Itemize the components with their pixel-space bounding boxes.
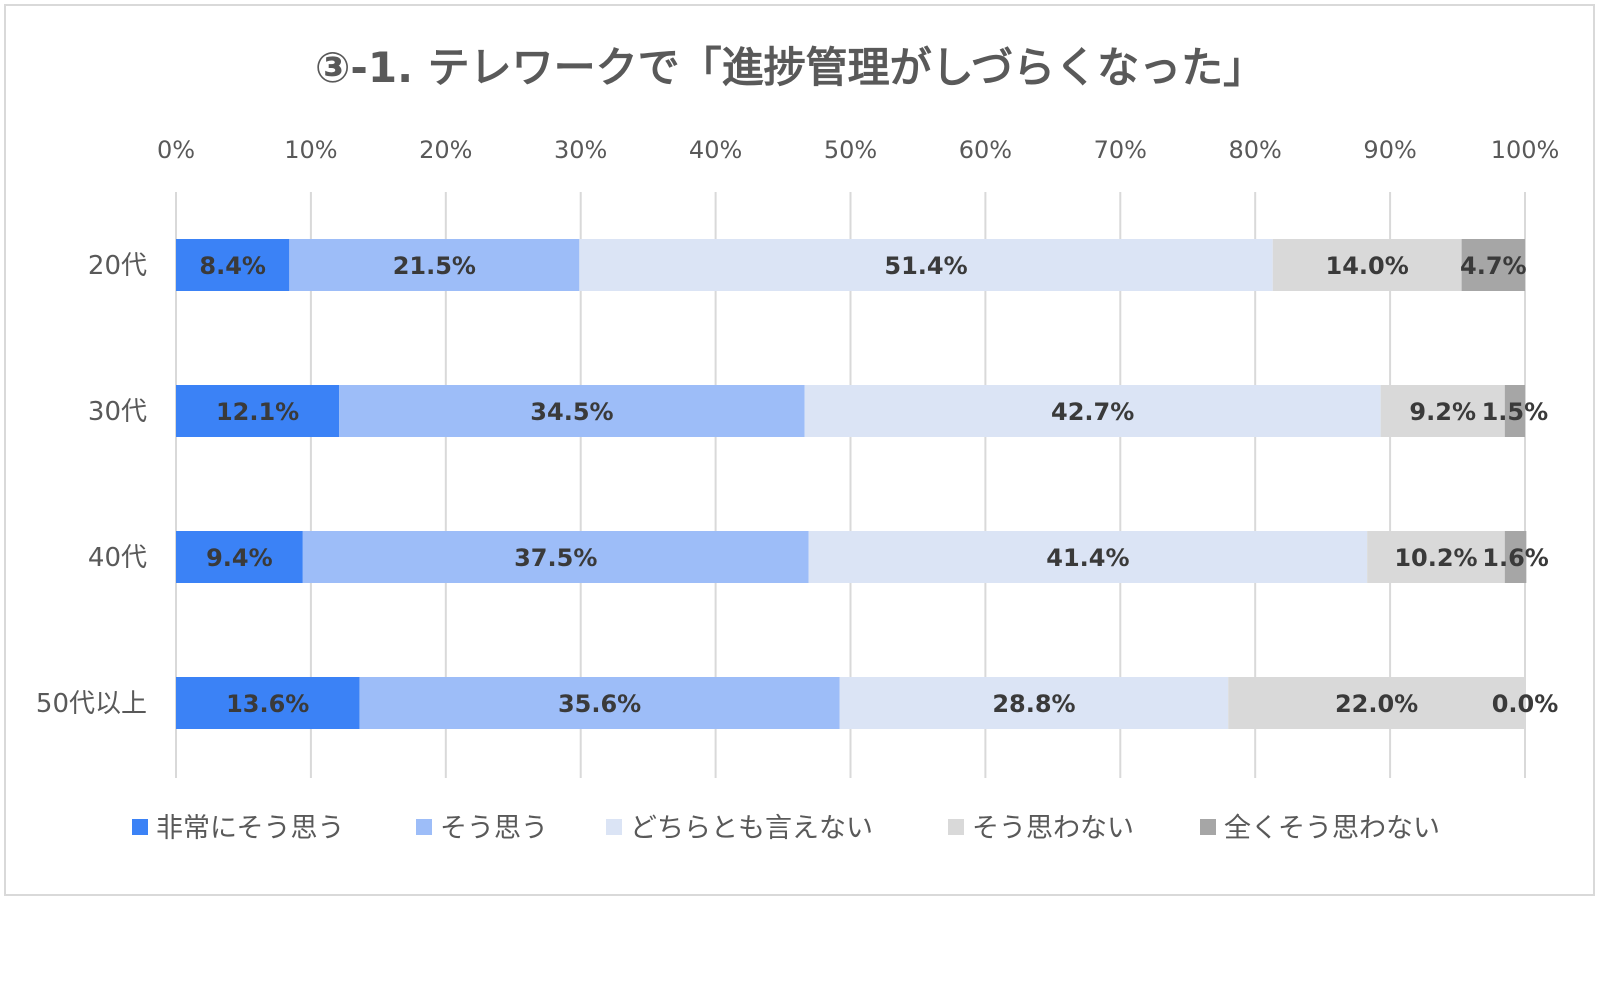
legend-label: そう思わない (972, 813, 1134, 844)
data-labels: 8.4% 21.5% 51.4% 14.0% 4.7% 12.1% 34.5% 42.7% 9.… (199, 252, 1558, 718)
x-tick-label: 40% (689, 136, 742, 164)
bar-segment (1504, 531, 1527, 583)
data-label: 1.6% (1482, 544, 1549, 572)
bar-segment (1228, 677, 1525, 729)
bar-segment (1272, 239, 1462, 291)
x-tick-label: 60% (959, 136, 1012, 164)
data-label: 9.4% (206, 544, 273, 572)
x-tick-label: 0% (157, 136, 195, 164)
bar-segment (176, 385, 340, 437)
data-label: 28.8% (992, 690, 1075, 718)
data-label: 34.5% (530, 398, 613, 426)
data-label: 10.2% (1394, 544, 1477, 572)
data-label: 41.4% (1046, 544, 1129, 572)
data-label: 35.6% (558, 690, 641, 718)
x-tick-label: 10% (284, 136, 337, 164)
bar-segment (176, 677, 360, 729)
bar-segment (359, 677, 840, 729)
data-label: 14.0% (1326, 252, 1409, 280)
x-tick-label: 80% (1229, 136, 1282, 164)
bar-segment (176, 531, 303, 583)
chart-title: ③-1. テレワークで「進捗管理がしづらくなった」 (315, 43, 1265, 92)
data-label: 42.7% (1051, 398, 1134, 426)
x-tick-label: 90% (1363, 136, 1416, 164)
legend-label: そう思う (440, 813, 548, 844)
y-axis-categories: 20代 30代 40代 50代以上 (36, 251, 147, 719)
bar-segment (1380, 385, 1505, 437)
bars (176, 239, 1527, 729)
bar-segment (339, 385, 805, 437)
x-tick-label: 70% (1094, 136, 1147, 164)
bar-segment (839, 677, 1229, 729)
bar-segment (176, 239, 290, 291)
data-label: 22.0% (1335, 690, 1418, 718)
y-category-label: 40代 (88, 543, 147, 573)
data-label: 37.5% (514, 544, 597, 572)
bar-segment (1461, 239, 1525, 291)
bar-segment (579, 239, 1273, 291)
legend-swatch (1200, 819, 1216, 835)
data-label: 51.4% (884, 252, 967, 280)
bar-segment (804, 385, 1381, 437)
legend-label: 全くそう思わない (1224, 813, 1440, 844)
legend-label: どちらとも言えない (630, 813, 873, 844)
x-tick-label: 100% (1491, 136, 1560, 164)
data-label: 8.4% (199, 252, 266, 280)
data-label: 12.1% (216, 398, 299, 426)
legend-swatch (132, 819, 148, 835)
data-label: 13.6% (226, 690, 309, 718)
x-axis-ticks: 0% 10% 20% 30% 40% 50% 60% 70% 80% 90% 100% (157, 136, 1559, 164)
y-category-label: 30代 (88, 397, 147, 427)
data-label: 0.0% (1492, 690, 1559, 718)
x-tick-label: 20% (419, 136, 472, 164)
y-category-label: 20代 (88, 251, 147, 281)
legend-swatch (948, 819, 964, 835)
bar-segment (289, 239, 580, 291)
legend-label: 非常にそう思う (156, 813, 344, 844)
y-category-label: 50代以上 (36, 689, 147, 719)
bar-segment (1367, 531, 1505, 583)
data-label: 9.2% (1409, 398, 1476, 426)
data-label: 21.5% (393, 252, 476, 280)
legend-swatch (416, 819, 432, 835)
x-tick-label: 50% (824, 136, 877, 164)
bar-segment (1504, 385, 1525, 437)
bar-segment (808, 531, 1368, 583)
legend: 非常にそう思う そう思う どちらとも言えない そう思わない 全くそう思わない (132, 813, 1440, 844)
data-label: 1.5% (1482, 398, 1549, 426)
bar-segment (302, 531, 809, 583)
x-tick-label: 30% (554, 136, 607, 164)
legend-swatch (606, 819, 622, 835)
chart-frame (4, 4, 1595, 896)
data-label: 4.7% (1460, 252, 1527, 280)
